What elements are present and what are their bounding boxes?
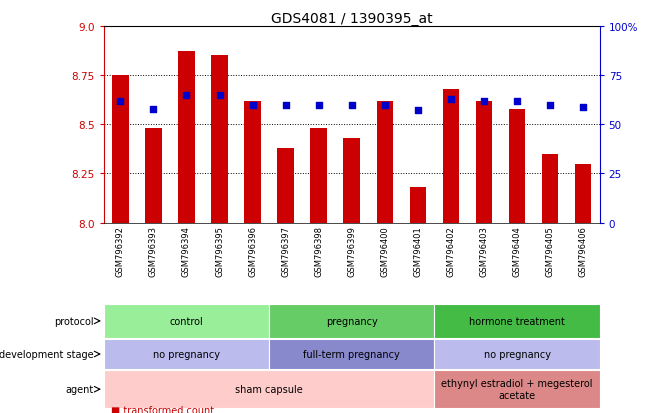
Bar [145, 129, 161, 223]
Text: hormone treatment: hormone treatment [469, 316, 565, 326]
Bar [269, 304, 434, 338]
Bar [277, 148, 294, 223]
Text: GSM796398: GSM796398 [314, 225, 323, 276]
Text: agent: agent [66, 384, 94, 394]
Bar [104, 304, 269, 338]
Bar [509, 109, 525, 223]
Text: GSM796397: GSM796397 [281, 225, 290, 276]
Text: GSM796403: GSM796403 [480, 225, 488, 276]
Text: sham capsule: sham capsule [235, 384, 303, 394]
Bar [245, 102, 261, 223]
Text: ethynyl estradiol + megesterol
acetate: ethynyl estradiol + megesterol acetate [442, 378, 593, 400]
Text: GSM796399: GSM796399 [347, 225, 356, 276]
Text: GSM796406: GSM796406 [579, 225, 588, 276]
Text: GSM796393: GSM796393 [149, 225, 158, 276]
Text: development stage: development stage [0, 349, 94, 359]
Text: no pregnancy: no pregnancy [153, 349, 220, 359]
Bar [434, 339, 600, 369]
Point [280, 102, 291, 109]
Bar [269, 339, 434, 369]
Text: GSM796402: GSM796402 [446, 225, 456, 276]
Bar [434, 304, 600, 338]
Text: ■ transformed count: ■ transformed count [111, 405, 214, 413]
Text: GSM796405: GSM796405 [545, 225, 555, 276]
Text: GSM796395: GSM796395 [215, 225, 224, 276]
Text: GSM796394: GSM796394 [182, 225, 191, 276]
Bar [575, 164, 592, 223]
Text: GSM796392: GSM796392 [116, 225, 125, 276]
Text: GSM796400: GSM796400 [381, 225, 389, 276]
Text: GSM796401: GSM796401 [413, 225, 422, 276]
Text: GSM796396: GSM796396 [248, 225, 257, 276]
Point [115, 98, 126, 105]
Text: GSM796404: GSM796404 [513, 225, 521, 276]
Title: GDS4081 / 1390395_at: GDS4081 / 1390395_at [271, 12, 433, 26]
Point [148, 106, 159, 112]
Point [478, 98, 489, 105]
Text: protocol: protocol [54, 316, 94, 326]
Bar [112, 76, 129, 223]
Point [247, 102, 258, 109]
Bar [542, 154, 558, 223]
Bar [178, 52, 195, 223]
Bar [443, 90, 459, 223]
Bar [434, 370, 600, 408]
Bar [476, 102, 492, 223]
Point [214, 92, 225, 99]
Bar [377, 102, 393, 223]
Point [379, 102, 390, 109]
Bar [211, 56, 228, 223]
Point [446, 96, 456, 103]
Text: control: control [170, 316, 204, 326]
Bar [409, 188, 426, 223]
Bar [104, 339, 269, 369]
Point [578, 104, 588, 111]
Point [413, 108, 423, 114]
Point [181, 92, 192, 99]
Bar [344, 139, 360, 223]
Bar [310, 129, 327, 223]
Bar [104, 370, 434, 408]
Point [545, 102, 555, 109]
Text: no pregnancy: no pregnancy [484, 349, 551, 359]
Point [512, 98, 523, 105]
Point [346, 102, 357, 109]
Point [314, 102, 324, 109]
Text: full-term pregnancy: full-term pregnancy [304, 349, 400, 359]
Text: pregnancy: pregnancy [326, 316, 378, 326]
